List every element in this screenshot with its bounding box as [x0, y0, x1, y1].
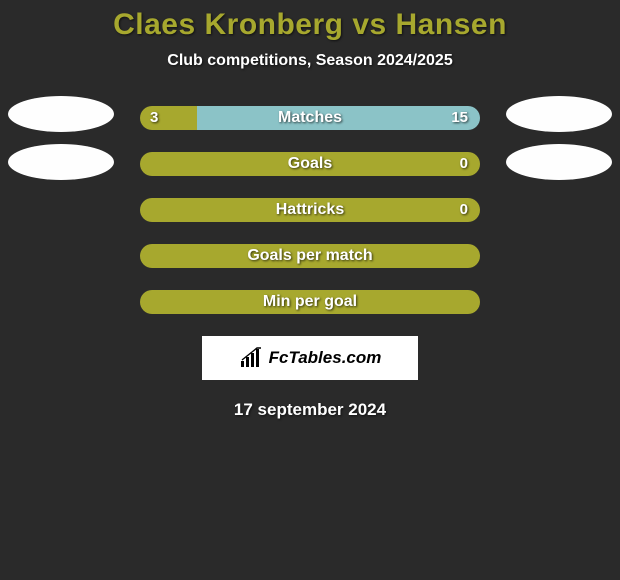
stat-bar-right [197, 106, 480, 130]
stat-bar-left [140, 290, 480, 314]
stat-row: Goals0 [0, 152, 620, 176]
logo-bars-icon [239, 347, 265, 369]
date-text: 17 september 2024 [0, 400, 620, 420]
stat-row: Matches315 [0, 106, 620, 130]
stat-row: Min per goal [0, 290, 620, 314]
page-subtitle: Club competitions, Season 2024/2025 [0, 52, 620, 70]
stat-bar-left [140, 152, 480, 176]
stat-rows: Matches315 Goals0 Hattricks0 Goals per matc… [0, 106, 620, 314]
comparison-infographic: Claes Kronberg vs Hansen Club competitio… [0, 0, 620, 580]
stat-bar [140, 106, 480, 130]
player-avatar-left [8, 96, 114, 132]
stat-bar [140, 290, 480, 314]
stat-row: Goals per match [0, 244, 620, 268]
player-avatar-right [506, 96, 612, 132]
page-title: Claes Kronberg vs Hansen [0, 8, 620, 42]
logo-text: FcTables.com [269, 348, 382, 368]
stat-bar [140, 152, 480, 176]
player-avatar-left [8, 144, 114, 180]
stat-bar-left [140, 244, 480, 268]
stat-bar-left [140, 198, 480, 222]
stat-bar [140, 244, 480, 268]
stat-row: Hattricks0 [0, 198, 620, 222]
logo: FcTables.com [239, 347, 382, 369]
player-avatar-right [506, 144, 612, 180]
stat-bar-left [140, 106, 197, 130]
stat-bar [140, 198, 480, 222]
logo-box: FcTables.com [202, 336, 418, 380]
